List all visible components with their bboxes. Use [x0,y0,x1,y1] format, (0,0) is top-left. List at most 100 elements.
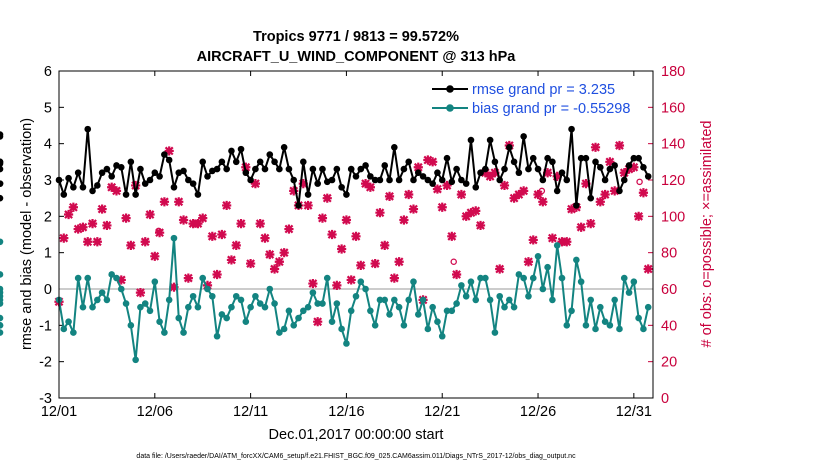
bias-point [510,303,518,311]
y2-tick-label: 60 [661,282,677,298]
bias-point [0,300,4,307]
bias-point [252,292,259,300]
rmse-point [381,162,389,169]
obs-assimilated-marker [566,204,577,214]
rmse-point [534,165,542,173]
bias-point [395,303,403,311]
rmse-point [453,165,460,173]
obs-assimilated-marker [605,157,615,167]
bias-point [232,292,240,300]
bias-point [271,300,278,307]
y2-tick-label: 100 [661,209,685,225]
rmse-point [429,180,436,187]
bias-point [362,285,369,293]
bias-point [204,285,211,293]
rmse-point [367,173,374,180]
obs-assimilated-marker [198,213,208,223]
bias-point [525,292,532,300]
rmse-point [587,194,595,202]
bias-point [477,274,484,282]
obs-assimilated-marker [399,215,409,225]
obs-assimilated-marker [643,264,653,274]
rmse-point [553,187,561,195]
rmse-point [640,163,647,171]
rmse-point [371,176,379,184]
rmse-point [60,191,68,198]
rmse-point [563,176,571,184]
obs-assimilated-marker [116,275,126,285]
y-axis-label: rmse and bias (model - observation) [19,118,35,350]
bias-point [223,314,230,322]
rmse-point [400,165,408,173]
rmse-point [89,187,96,195]
plot-frame [58,70,654,399]
x-tick-label: 12/21 [424,404,460,420]
rmse-point [247,176,254,184]
obs-assimilated-marker [432,184,443,194]
rmse-point [300,158,307,166]
obs-assimilated-marker [624,164,634,174]
rmse-point [185,176,192,184]
rmse-point [228,147,235,155]
bias-point [467,278,475,286]
obs-assimilated-marker [552,171,562,181]
rmse-point [94,182,101,189]
bias-point [70,329,77,336]
rmse-point [189,180,197,187]
rmse-point [103,165,111,173]
obs-assimilated-marker [447,231,457,241]
bias-point [94,296,101,304]
rmse-point [582,154,590,162]
bias-point [606,322,614,329]
obs-assimilated-marker [111,186,122,196]
bias-point [391,296,398,304]
obs-count-markers [54,140,653,327]
bias-point [434,318,441,326]
y-tick-label: -1 [39,318,52,334]
rmse-point [161,151,168,158]
bias-point [501,303,508,311]
rmse-point [266,151,274,158]
y2-tick-label: 40 [661,318,677,334]
rmse-point [625,162,633,169]
bias-point [410,278,417,286]
rmse-point [98,169,106,177]
bias-point [520,274,527,282]
obs-assimilated-marker [576,222,586,232]
rmse-point [496,176,504,184]
bias-point [367,307,374,315]
bias-point [237,296,245,304]
rmse-point [199,158,207,166]
obs-assimilated-marker [322,193,332,203]
x-tick-label: 12/01 [41,404,77,420]
obs-assimilated-marker [394,257,404,267]
rmse-point [616,187,623,195]
rmse-point [84,125,92,133]
y-tick-label: -3 [39,391,52,407]
obs-assimilated-marker [231,240,241,250]
rmse-point [74,169,82,177]
x-tick-label: 12/11 [233,404,268,420]
bias-point [127,322,135,329]
x-tick-label: 12/16 [328,404,364,420]
bias-point [400,322,408,329]
obs-assimilated-marker [404,189,414,200]
obs-assimilated-marker [519,186,529,196]
obs-assimilated-marker [614,140,625,151]
rmse-point [462,180,470,187]
rmse-point [127,158,135,166]
obs-assimilated-marker [610,186,620,196]
rmse-point [568,125,575,133]
rmse-point [558,169,566,177]
rmse-point [482,165,489,173]
bias-point [386,311,393,318]
bias-point [189,292,197,300]
y-tick-label: 2 [44,209,52,225]
obs-assimilated-marker [169,282,179,292]
bias-point [482,274,489,282]
obs-assimilated-marker [456,189,466,200]
bias-point [458,282,465,289]
y-axis-right: 0 20 40 60 80 100 120 140 160 180 [648,64,685,407]
rmse-point [577,154,585,162]
bias-point [496,292,504,300]
